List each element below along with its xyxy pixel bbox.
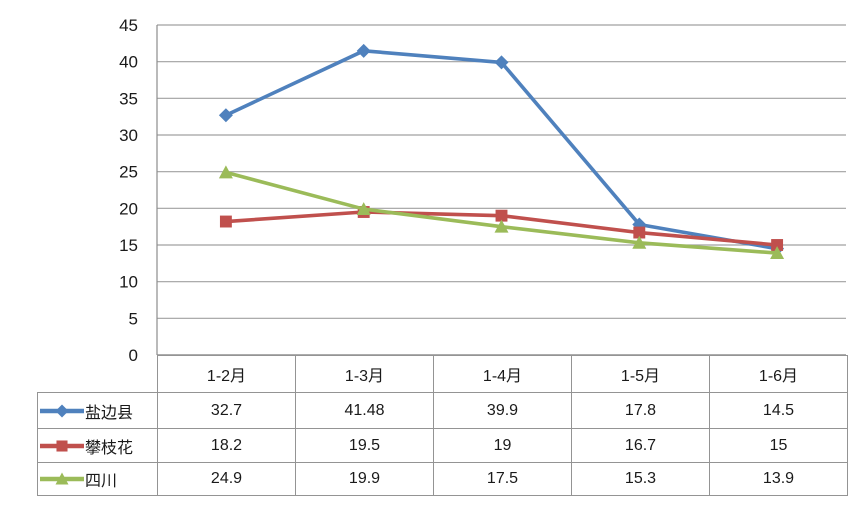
table-corner-cell <box>38 356 158 393</box>
y-axis-tick-label: 5 <box>129 309 138 328</box>
legend-icon-triangle <box>40 472 84 485</box>
frame-border-top <box>0 0 868 4</box>
triangle-marker-icon <box>770 246 785 260</box>
table-cell: 15 <box>709 428 848 463</box>
series-1 <box>219 206 784 251</box>
y-axis-tick-label: 30 <box>119 126 138 145</box>
table-row: 盐边县 32.7 41.48 39.9 17.8 14.5 <box>37 392 848 429</box>
legend-cell: 攀枝花 <box>37 428 158 463</box>
legend-cell: 四川 <box>37 462 158 496</box>
table-cell: 19 <box>433 428 572 463</box>
table-cell: 17.8 <box>571 392 710 429</box>
legend-icon-square <box>40 439 84 452</box>
table-header-cell: 1-2月 <box>157 355 296 393</box>
series-line <box>224 49 779 251</box>
table-row: 攀枝花 18.2 19.5 19 16.7 15 <box>37 428 848 463</box>
triangle-marker-icon <box>218 165 233 179</box>
table-header-cell: 1-6月 <box>709 355 848 393</box>
series-0 <box>218 43 785 256</box>
square-marker-icon <box>357 206 370 218</box>
triangle-marker-icon <box>356 202 371 216</box>
table-cell: 19.9 <box>295 462 434 496</box>
table-cell: 24.9 <box>157 462 296 496</box>
y-axis-tick-label: 45 <box>119 16 138 35</box>
y-axis-tick-label: 15 <box>119 236 138 255</box>
frame-border-left <box>0 0 3 506</box>
diamond-marker-icon <box>632 217 647 232</box>
series-2 <box>218 165 785 260</box>
series-name-label: 攀枝花 <box>85 439 134 457</box>
table-cell: 32.7 <box>157 392 296 429</box>
table-cell: 14.5 <box>709 392 848 429</box>
y-axis-tick-label: 35 <box>119 89 138 108</box>
triangle-marker-icon <box>55 472 69 485</box>
square-marker-icon <box>56 439 68 452</box>
diamond-marker-icon <box>770 241 785 256</box>
table-cell: 19.5 <box>295 428 434 463</box>
diamond-marker-icon <box>218 108 233 123</box>
legend-cell: 盐边县 <box>37 392 158 429</box>
series-name-label: 盐边县 <box>85 404 134 422</box>
table-cell: 17.5 <box>433 462 572 496</box>
series-name-label: 四川 <box>85 473 118 490</box>
table-cell: 18.2 <box>157 428 296 463</box>
table-row: 四川 24.9 19.9 17.5 15.3 13.9 <box>37 462 848 496</box>
chart-data-table: 1-2月 1-3月 1-4月 1-5月 1-6月 盐边县 32.7 41.48 … <box>37 355 848 496</box>
table-header-cell: 1-5月 <box>571 355 710 393</box>
table-header-cell: 1-4月 <box>433 355 572 393</box>
y-axis-tick-label: 40 <box>119 53 138 72</box>
diamond-marker-icon <box>494 55 509 70</box>
diamond-marker-icon <box>356 43 371 58</box>
legend-icon-diamond <box>40 404 84 417</box>
y-axis-tick-label: 10 <box>119 273 138 292</box>
square-marker-icon <box>495 209 508 222</box>
triangle-marker-icon <box>494 219 509 233</box>
triangle-marker-icon <box>632 235 647 249</box>
table-header-cell: 1-3月 <box>295 355 434 393</box>
diamond-marker-icon <box>55 404 69 417</box>
table-cell: 39.9 <box>433 392 572 429</box>
table-header-row: 1-2月 1-3月 1-4月 1-5月 1-6月 <box>38 355 848 393</box>
table-cell: 15.3 <box>571 462 710 496</box>
series-line <box>224 210 779 247</box>
y-axis-tick-label: 25 <box>119 163 138 182</box>
series-line <box>224 170 779 255</box>
square-marker-icon <box>633 226 646 239</box>
table-cell: 41.48 <box>295 392 434 429</box>
square-marker-icon <box>771 239 784 251</box>
table-cell: 13.9 <box>709 462 848 496</box>
y-axis-tick-label: 20 <box>119 199 138 218</box>
table-cell: 16.7 <box>571 428 710 463</box>
square-marker-icon <box>219 215 232 228</box>
